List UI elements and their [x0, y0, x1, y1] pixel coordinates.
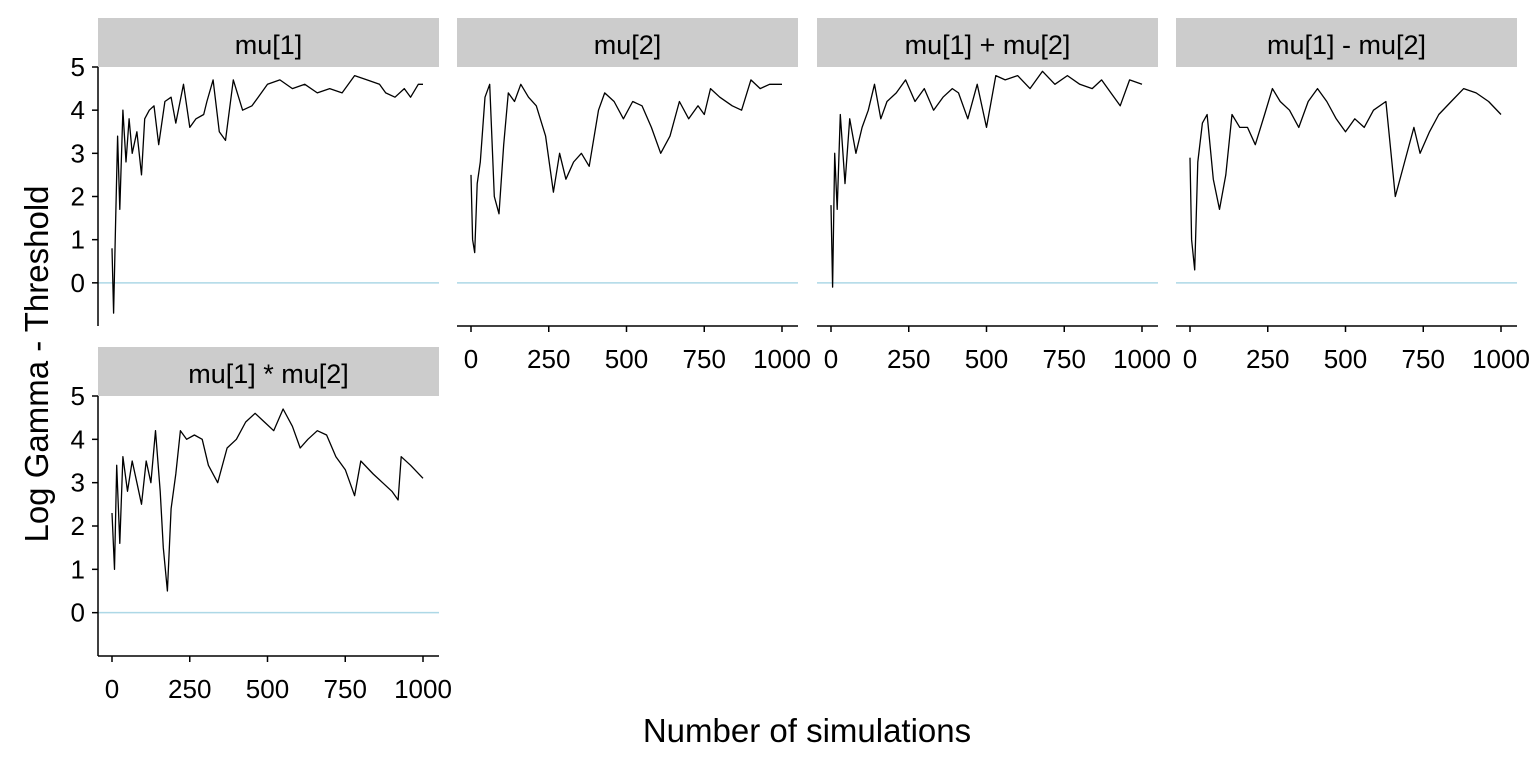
x-tick-label: 0: [1183, 344, 1197, 374]
panel-title: mu[1] + mu[2]: [905, 30, 1071, 60]
panel-strip: [817, 18, 1158, 67]
y-tick-label: 0: [71, 598, 85, 628]
x-tick-label: 1000: [1113, 344, 1171, 374]
panel-1: mu[1] 0 1 2 3 4 5: [71, 18, 439, 326]
series-line: [1189, 87, 1502, 271]
panel-4: mu[1] - mu[2] 0 250 500 750 1000: [1176, 18, 1530, 374]
x-tick-label: 250: [887, 344, 930, 374]
x-tick-label: 0: [464, 344, 478, 374]
y-tick-label: 5: [71, 52, 85, 82]
y-tick-label: 1: [71, 554, 85, 584]
panel-strip: [98, 18, 439, 67]
x-tick-label: 250: [1246, 344, 1289, 374]
y-tick-label: 3: [71, 138, 85, 168]
x-tick-label: 0: [824, 344, 838, 374]
x-tick-label: 750: [1402, 344, 1445, 374]
y-tick-label: 5: [71, 381, 85, 411]
x-tick-label: 250: [168, 674, 211, 704]
x-tick-label: 500: [1324, 344, 1367, 374]
y-tick-label: 0: [71, 268, 85, 298]
x-tick-label: 750: [324, 674, 367, 704]
panel-strip: [98, 347, 439, 396]
panel-strip: [457, 18, 798, 67]
x-tick-label: 500: [605, 344, 648, 374]
x-tick-label: 0: [105, 674, 119, 704]
series-line: [470, 79, 782, 254]
y-axis-title: Log Gamma - Threshold: [18, 185, 55, 542]
series-line: [111, 74, 423, 314]
x-tick-label: 750: [683, 344, 726, 374]
x-axis-title: Number of simulations: [643, 712, 971, 749]
panel-title: mu[2]: [594, 30, 662, 60]
x-tick-label: 500: [246, 674, 289, 704]
series-line: [830, 70, 1143, 288]
y-tick-label: 4: [71, 95, 85, 125]
series-line: [111, 408, 424, 592]
y-tick-label: 4: [71, 424, 85, 454]
panel-title: mu[1] * mu[2]: [188, 359, 349, 389]
panel-title: mu[1] - mu[2]: [1267, 30, 1426, 60]
panel-title: mu[1]: [235, 30, 303, 60]
panel-5: mu[1] * mu[2] 0 1 2 3 4 5 0 250 500 750 1000: [71, 347, 452, 704]
x-tick-label: 500: [965, 344, 1008, 374]
panel-2: mu[2] 0 250 500 750 1000: [457, 18, 811, 374]
x-tick-label: 1000: [394, 674, 452, 704]
y-tick-label: 2: [71, 511, 85, 541]
x-tick-label: 750: [1043, 344, 1086, 374]
panel-strip: [1176, 18, 1517, 67]
y-tick-label: 3: [71, 468, 85, 498]
panel-3: mu[1] + mu[2] 0 250 500 750 1000: [817, 18, 1171, 374]
x-tick-label: 250: [527, 344, 570, 374]
y-tick-label: 2: [71, 182, 85, 212]
y-tick-label: 1: [71, 225, 85, 255]
x-tick-label: 1000: [1472, 344, 1530, 374]
x-tick-label: 1000: [753, 344, 811, 374]
